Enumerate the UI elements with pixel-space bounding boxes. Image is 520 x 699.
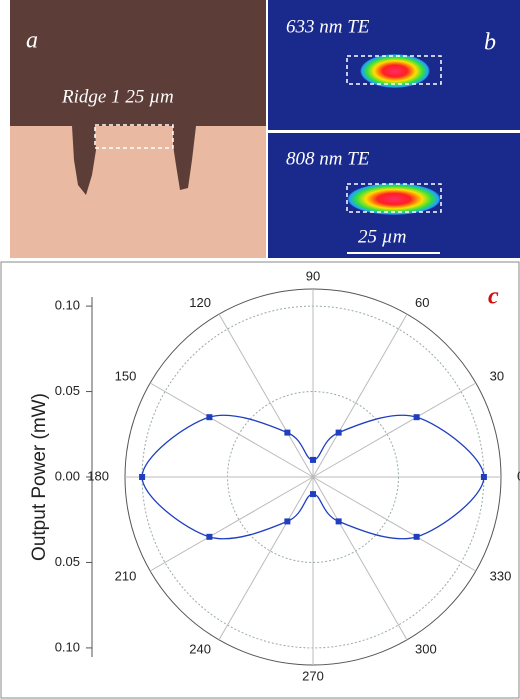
data-point — [284, 429, 291, 436]
data-point — [206, 414, 213, 421]
data-point — [310, 456, 316, 463]
spoke — [149, 382, 314, 478]
panel-label: a — [26, 28, 38, 54]
data-point — [335, 429, 342, 436]
data-point — [335, 518, 342, 525]
r-tick-label: 0.10 — [55, 639, 80, 654]
data-point — [413, 414, 420, 421]
data-point — [284, 518, 291, 525]
angle-tick-label: 210 — [115, 568, 137, 583]
angle-tick-label: 180 — [87, 468, 109, 483]
r-tick-label: 0.05 — [55, 383, 80, 398]
data-point — [139, 474, 146, 480]
mode-label: 808 nm TE — [286, 148, 370, 169]
data-point — [206, 533, 213, 540]
angle-tick-label: 90 — [306, 268, 320, 283]
r-tick-label: 0.05 — [55, 554, 80, 569]
spoke — [218, 476, 314, 641]
mode-label: 633 nm TE — [286, 16, 370, 37]
spoke — [312, 382, 477, 478]
panel-c: c Output Power (mW) 0.10 0.05 0.00 0.05 0.10… — [0, 261, 520, 699]
angle-tick-label: 270 — [302, 668, 324, 683]
ridge-box — [346, 55, 442, 85]
ridge-text: Ridge 1 25 µm — [61, 86, 174, 107]
ridge-box — [346, 183, 442, 213]
angle-tick-label: 120 — [189, 295, 211, 310]
spoke — [218, 313, 314, 478]
panel-label: b — [484, 30, 496, 56]
data-point — [413, 533, 420, 540]
trench — [173, 126, 196, 190]
data-point — [310, 491, 316, 498]
y-axis-label: Output Power (mW) — [29, 393, 50, 561]
angle-tick-label: 240 — [189, 642, 211, 657]
data-point — [480, 474, 487, 480]
mode-profile — [347, 183, 441, 215]
trench — [72, 126, 96, 195]
angle-tick-label: 0 — [517, 468, 520, 483]
angle-tick-label: 330 — [490, 568, 512, 583]
spoke — [149, 476, 314, 572]
spoke — [312, 476, 408, 641]
panel-frame — [0, 261, 520, 699]
ridge-box — [94, 124, 174, 149]
mode-profile — [360, 54, 430, 88]
panel-label: c — [488, 284, 499, 310]
spoke — [312, 476, 477, 572]
r-tick-label: 0.10 — [55, 298, 80, 313]
top-layer — [10, 0, 266, 126]
scale-bar-label: 25 µm — [358, 226, 406, 247]
angle-tick-label: 300 — [415, 642, 437, 657]
angle-tick-label: 150 — [115, 368, 137, 383]
panel-a: a Ridge 1 25 µm — [10, 0, 266, 258]
angle-tick-label: 30 — [490, 368, 504, 383]
r-tick-label: 0.00 — [55, 468, 80, 483]
panel-b: 633 nm TE b 808 nm TE 25 µm — [268, 0, 520, 258]
spoke — [312, 313, 408, 478]
angle-tick-label: 60 — [415, 295, 429, 310]
